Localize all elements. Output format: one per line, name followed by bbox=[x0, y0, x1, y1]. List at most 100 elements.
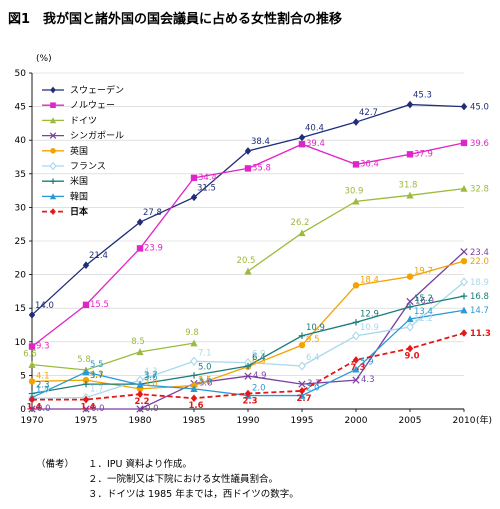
series-7-label-1: 5.5 bbox=[90, 360, 104, 370]
series-3-point-4 bbox=[244, 372, 252, 380]
series-8-label-6: 7.3 bbox=[350, 363, 365, 373]
x-axis-label: (年) bbox=[476, 414, 492, 426]
series-1-point-7 bbox=[406, 151, 414, 158]
series-3-label-8: 23.4 bbox=[470, 248, 489, 258]
series-3-point-2 bbox=[136, 405, 144, 413]
series-1-point-8 bbox=[460, 139, 468, 147]
legend-marker-4 bbox=[50, 148, 56, 154]
series-2-label-0: 6.6 bbox=[23, 350, 37, 360]
ytick-label-35: 35 bbox=[15, 170, 26, 180]
series-6-point-4 bbox=[244, 362, 252, 370]
series-1-label-6: 36.4 bbox=[360, 159, 379, 169]
legend-item-7: 韓国 bbox=[42, 191, 88, 202]
series-3-label-0: 0.0 bbox=[37, 404, 51, 414]
series-7-label-0: 1.7 bbox=[36, 386, 50, 396]
xtick-label-1970: 1970 bbox=[21, 416, 44, 426]
legend-marker-2 bbox=[49, 117, 57, 124]
series-2-point-0 bbox=[28, 361, 36, 368]
series-8-point-7 bbox=[406, 344, 414, 353]
series-6-label-8: 16.8 bbox=[470, 292, 489, 302]
series-5-label-6: 10.9 bbox=[360, 323, 379, 333]
series-8-label-1: 1.4 bbox=[80, 403, 95, 413]
legend-label-1: ノルウェー bbox=[70, 100, 115, 111]
series-layer bbox=[28, 100, 468, 413]
series-7-point-5 bbox=[298, 391, 306, 399]
series-8-label-8: 11.3 bbox=[470, 329, 491, 339]
ytick-label-40: 40 bbox=[15, 136, 27, 146]
legend-label-0: スウェーデン bbox=[70, 84, 124, 96]
ytick-label-50: 50 bbox=[15, 69, 27, 79]
series-1-label-4: 35.8 bbox=[252, 163, 271, 173]
series-1-point-1 bbox=[82, 301, 90, 309]
series-8-point-2 bbox=[136, 390, 144, 399]
ytick-label-10: 10 bbox=[15, 338, 27, 348]
legend-marker-0 bbox=[50, 86, 56, 94]
series-2-label-6: 26.2 bbox=[291, 218, 310, 228]
note-line-2: ２．一院制又は下院における女性議員割合。 bbox=[88, 474, 279, 485]
xtick-label-1995: 1995 bbox=[291, 416, 314, 426]
legend-marker-6 bbox=[50, 178, 56, 184]
series-1-label-1: 15.5 bbox=[90, 300, 109, 310]
series-4-label-5: 9.5 bbox=[306, 335, 320, 345]
series-3-point-5 bbox=[298, 380, 306, 388]
series-1 bbox=[28, 139, 468, 350]
series-4-point-6 bbox=[352, 282, 360, 289]
series-7-label-7: 13.4 bbox=[414, 307, 433, 317]
series-1-label-3: 34.4 bbox=[198, 173, 217, 183]
series-4-label-4: 6.3 bbox=[252, 357, 266, 367]
series-8-point-3 bbox=[190, 394, 198, 403]
xtick-label-2005: 2005 bbox=[399, 416, 422, 426]
legend-label-7: 韓国 bbox=[70, 191, 88, 202]
series-8-label-2: 2.2 bbox=[134, 397, 149, 407]
line-chart: 0 5 10 15 20 25 30 35 40 45 50 1970 1975 1980 1985 1990… bbox=[15, 54, 492, 426]
series-2-label-5: 20.5 bbox=[237, 256, 256, 266]
series-4-point-5 bbox=[298, 341, 306, 349]
series-6 bbox=[28, 292, 468, 397]
series-0-label-5: 40.4 bbox=[305, 124, 324, 134]
series-2-point-7 bbox=[352, 197, 360, 205]
series-0-label-0: 14.0 bbox=[35, 301, 54, 311]
series-4-label-2: 3.0 bbox=[144, 379, 158, 389]
series-7-point-8 bbox=[460, 306, 468, 314]
legend-label-2: ドイツ bbox=[70, 116, 97, 126]
series-7-label-4: 2.0 bbox=[252, 384, 266, 394]
series-1-point-3 bbox=[190, 174, 198, 182]
series-4-point-1 bbox=[82, 376, 90, 384]
series-6-label-4: 6.4 bbox=[252, 353, 266, 363]
series-2-label-2: 8.5 bbox=[131, 337, 145, 347]
notes: （備考） １．IPU 資料より作成。 ２．一院制又は下院における女性議員割合。 … bbox=[36, 457, 299, 502]
series-6-label-3: 5.0 bbox=[198, 362, 212, 372]
series-8-label-7: 9.0 bbox=[404, 352, 419, 362]
series-5-label-1: 1.7 bbox=[90, 385, 104, 395]
series-8-point-1 bbox=[82, 395, 90, 404]
series-5-point-5 bbox=[298, 361, 306, 371]
series-2-point-6 bbox=[298, 229, 306, 237]
series-3-label-4: 4.9 bbox=[253, 371, 267, 381]
series-7-point-2 bbox=[136, 381, 144, 389]
series-6-point-5 bbox=[298, 332, 306, 339]
series-0-point-0 bbox=[28, 311, 36, 319]
series-6-label-0: 2.3 bbox=[36, 381, 50, 391]
legend-item-4: 英国 bbox=[42, 145, 88, 157]
series-6-label-7: 15.2 bbox=[414, 294, 433, 304]
series-4-label-7: 19.7 bbox=[414, 267, 433, 277]
series-0-label-1: 21.4 bbox=[89, 251, 108, 261]
series-6-point-8 bbox=[460, 292, 468, 300]
ytick-label-0: 0 bbox=[20, 405, 26, 415]
series-1-line-0 bbox=[31, 142, 465, 348]
series-7-point-6 bbox=[352, 365, 360, 373]
series-5-label-2: 4.3 bbox=[144, 367, 158, 377]
series-7-point-7 bbox=[406, 315, 414, 323]
series-5-label-5: 6.4 bbox=[306, 353, 320, 363]
series-8-point-6 bbox=[352, 356, 360, 364]
series-3-label-1: 0.0 bbox=[91, 404, 105, 414]
series-0-point-6 bbox=[352, 118, 360, 126]
series-3 bbox=[28, 248, 468, 413]
series-0-point-4 bbox=[244, 147, 252, 155]
note-row-1: （備考） １．IPU 資料より作成。 bbox=[36, 457, 299, 472]
series-5-label-4: 6.9 bbox=[252, 350, 266, 360]
series-6-point-7 bbox=[406, 303, 414, 311]
series-6-point-1 bbox=[82, 380, 90, 388]
series-8-label-5: 2.7 bbox=[296, 394, 311, 404]
series-8-point-8 bbox=[460, 329, 468, 337]
